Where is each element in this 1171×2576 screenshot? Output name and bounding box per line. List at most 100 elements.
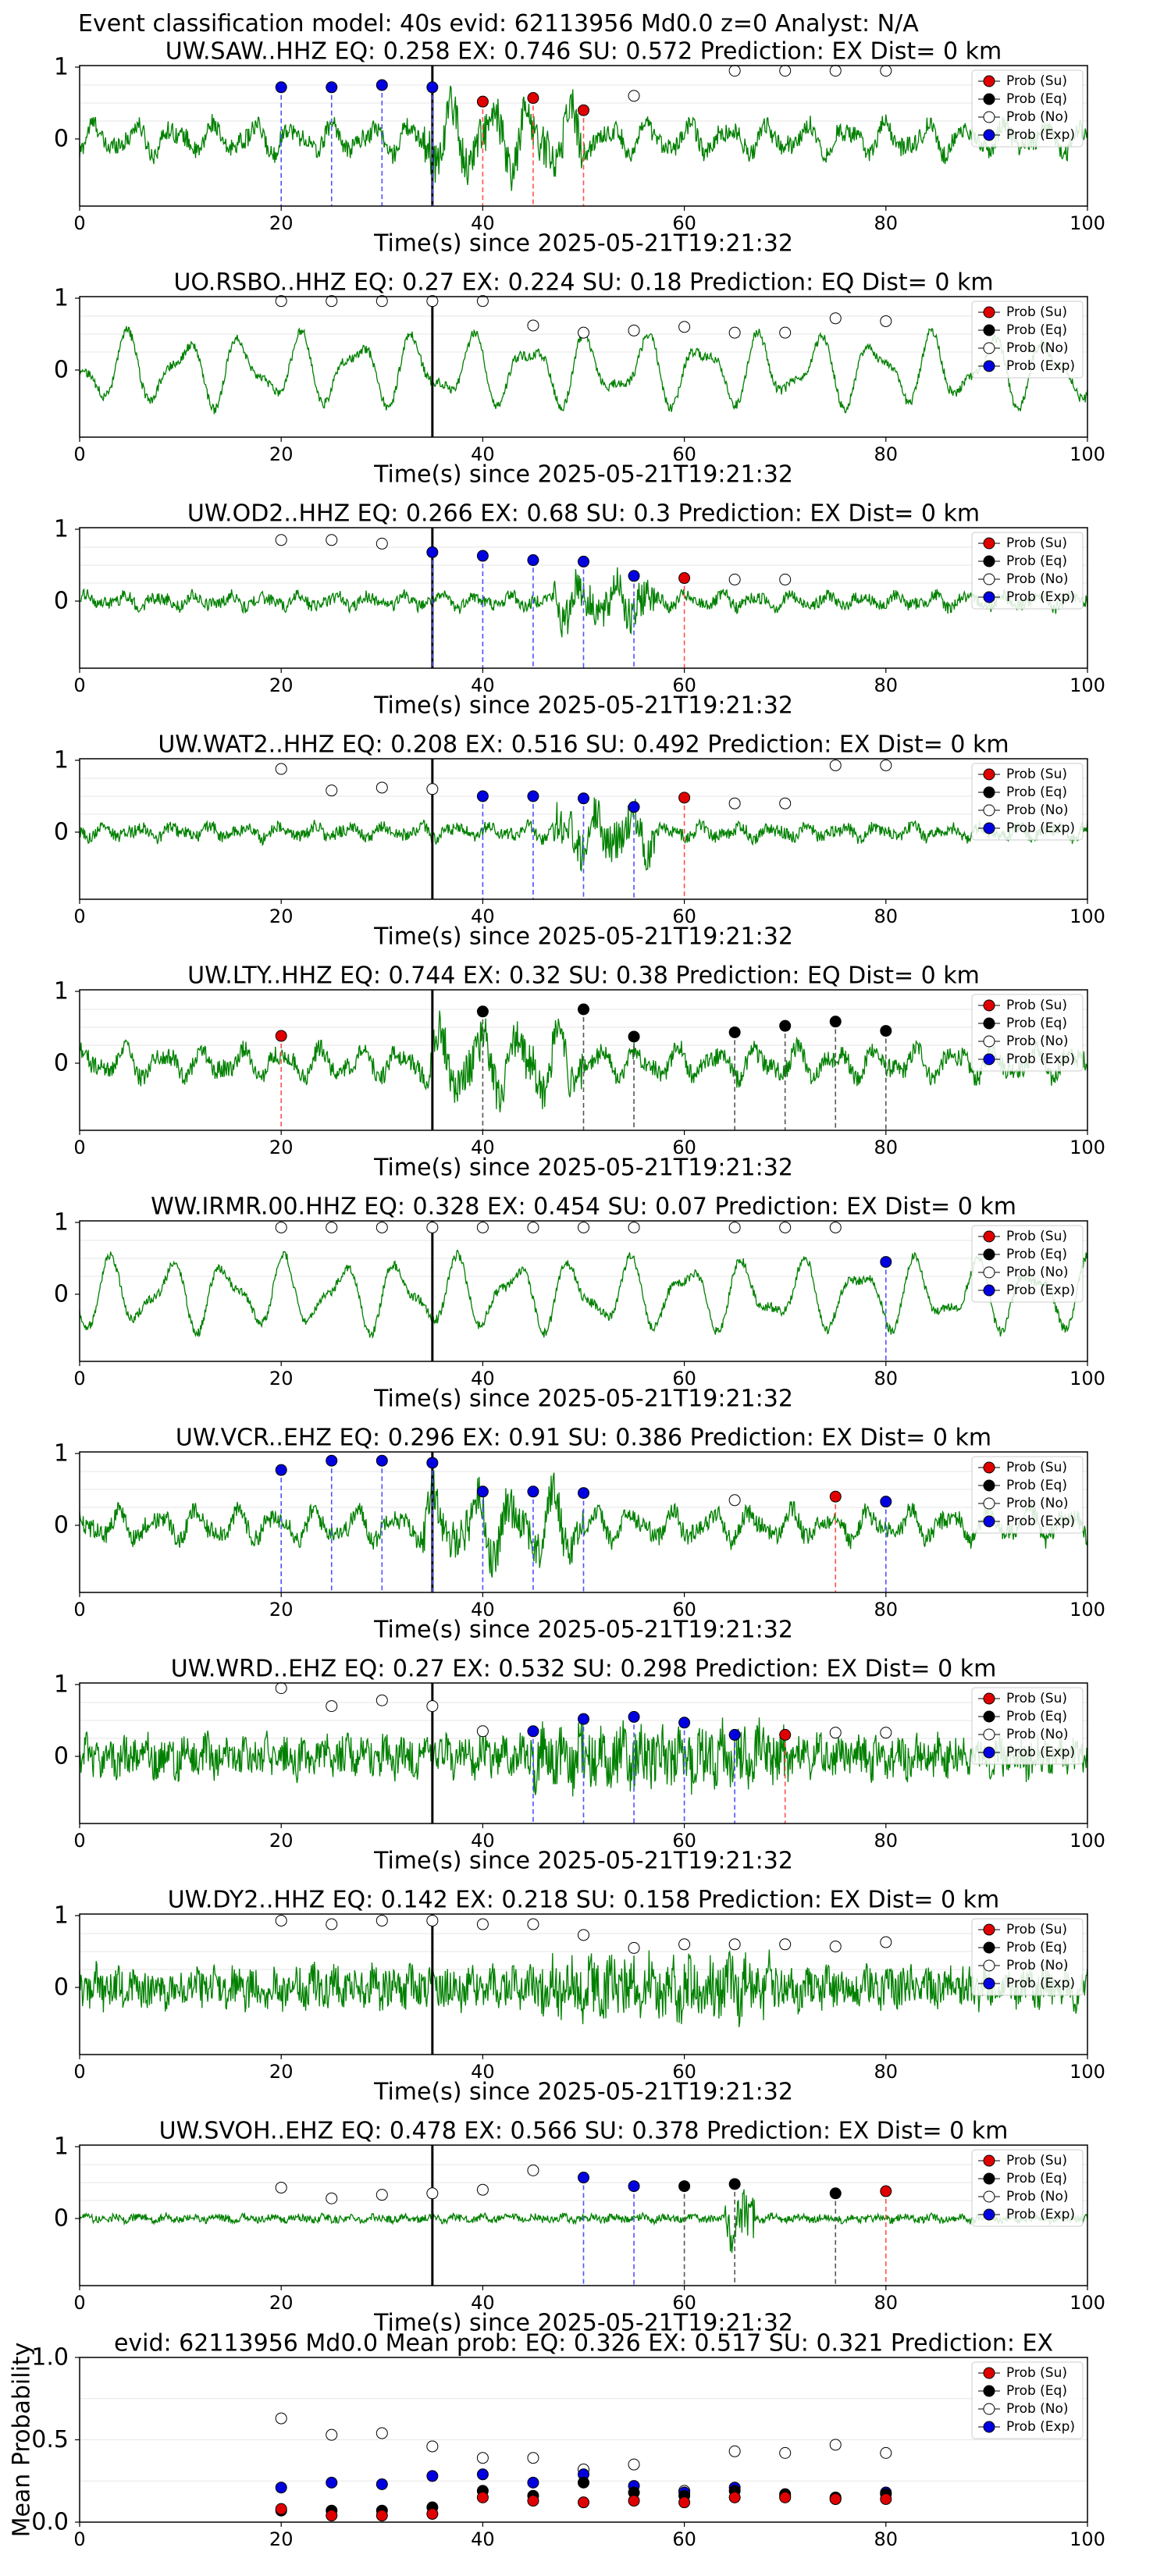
xtick-label: 20 <box>269 2061 294 2083</box>
waveform-trace <box>79 1249 1088 1340</box>
prob-point-no <box>829 312 842 325</box>
prob-point-no <box>880 1727 892 1739</box>
xtick-label: 100 <box>1070 1137 1105 1158</box>
legend-marker-no <box>983 342 995 354</box>
prob-point-no <box>275 1682 287 1695</box>
xtick-label: 80 <box>874 443 899 465</box>
panel-title: evid: 62113956 Md0.0 Mean prob: EQ: 0.32… <box>114 2330 1053 2357</box>
legend-box <box>971 1225 1084 1303</box>
legend-marker-eq <box>983 2385 995 2397</box>
xtick-label: 0 <box>73 2528 85 2550</box>
legend-marker-exp <box>983 2421 995 2433</box>
ytick-label: 0 <box>54 2205 69 2233</box>
prob-point-exp <box>678 1717 691 1729</box>
legend-marker-eq <box>983 324 995 336</box>
prob-point-su <box>527 92 539 105</box>
waveform-trace <box>79 567 1088 638</box>
prob-point-no <box>275 534 287 546</box>
ytick-label: 1 <box>54 1209 69 1236</box>
mean-point-su <box>880 2492 892 2505</box>
prob-point-no <box>275 2181 287 2194</box>
xtick-label: 80 <box>874 2528 899 2550</box>
ytick-label: 0 <box>54 1281 69 1308</box>
ytick-label: 0 <box>54 357 69 384</box>
prob-point-eq <box>728 2178 741 2190</box>
xtick-label: 60 <box>672 2292 696 2314</box>
station-panel-1: UW.SAW..HHZ EQ: 0.258 EX: 0.746 SU: 0.57… <box>54 38 1105 258</box>
prob-point-exp <box>578 1713 589 1725</box>
prob-point-no <box>628 1941 640 1954</box>
prob-point-exp <box>275 81 287 94</box>
prob-point-no <box>476 2183 489 2196</box>
axes-frame <box>79 527 1088 669</box>
prob-point-no <box>476 1918 489 1930</box>
legend-marker-su <box>983 999 995 1012</box>
legend-label: Prob (Su) <box>1006 767 1067 782</box>
mean-point-eq <box>578 2476 589 2489</box>
prob-point-eq <box>578 1003 589 1016</box>
xtick-label: 100 <box>1070 2061 1105 2083</box>
axes-frame <box>79 1913 1088 2055</box>
prob-point-no <box>376 781 388 794</box>
prob-point-exp <box>578 2172 589 2184</box>
x-axis-label: Time(s) since 2025-05-21T19:21:32 <box>373 2079 793 2106</box>
prob-point-no <box>376 537 388 550</box>
legend-label: Prob (Eq) <box>1006 553 1067 569</box>
legend-marker-su <box>983 2154 995 2167</box>
xtick-label: 60 <box>672 906 696 927</box>
station-panel-10: UW.SVOH..EHZ EQ: 0.478 EX: 0.566 SU: 0.3… <box>54 2118 1105 2337</box>
legend-marker-su <box>983 2367 995 2379</box>
prob-point-no <box>779 573 792 585</box>
legend-marker-eq <box>983 93 995 105</box>
prob-point-eq <box>628 1030 640 1043</box>
axes-frame <box>79 2357 1088 2523</box>
prob-point-no <box>326 1918 338 1930</box>
legend-marker-eq <box>983 786 995 799</box>
legend-label: Prob (No) <box>1006 571 1069 587</box>
panel-title: UW.WRD..EHZ EQ: 0.27 EX: 0.532 SU: 0.298… <box>171 1656 997 1683</box>
legend-marker-eq <box>983 1479 995 1492</box>
legend-label: Prob (Eq) <box>1006 322 1067 338</box>
prob-point-no <box>880 1936 892 1948</box>
mean-point-no <box>628 2458 640 2471</box>
xtick-label: 80 <box>874 1137 899 1158</box>
legend-marker-exp <box>983 1053 995 1066</box>
station-panel-5: UW.LTY..HHZ EQ: 0.744 EX: 0.32 SU: 0.38 … <box>54 962 1105 1182</box>
prob-point-no <box>728 1938 741 1951</box>
legend-label: Prob (No) <box>1006 340 1069 356</box>
xtick-label: 100 <box>1070 2292 1105 2314</box>
prob-point-no <box>275 295 287 308</box>
prob-point-no <box>829 1941 842 1953</box>
prob-point-su <box>678 792 691 804</box>
xtick-label: 0 <box>73 1830 85 1852</box>
prob-point-no <box>426 1221 439 1233</box>
legend-box <box>971 763 1084 841</box>
mean-point-exp <box>426 2470 439 2482</box>
legend-label: Prob (Eq) <box>1006 785 1067 800</box>
legend-box <box>971 1456 1084 1534</box>
legend-label: Prob (No) <box>1006 1958 1069 1973</box>
prob-point-no <box>376 1694 388 1706</box>
panel-title: UW.SAW..HHZ EQ: 0.258 EX: 0.746 SU: 0.57… <box>166 38 1002 66</box>
prob-point-exp <box>880 1496 892 1508</box>
mean-point-no <box>275 2412 287 2425</box>
legend-label: Prob (Exp) <box>1006 2207 1075 2222</box>
mean-point-no <box>829 2439 842 2451</box>
xtick-label: 100 <box>1070 1599 1105 1621</box>
ytick-label: 1 <box>54 54 69 81</box>
ytick-label: 1 <box>54 747 69 774</box>
xtick-label: 60 <box>672 1368 696 1389</box>
prob-point-exp <box>476 790 489 802</box>
prob-point-no <box>628 90 640 102</box>
prob-point-exp <box>426 81 439 94</box>
waveform-trace <box>79 326 1088 415</box>
x-axis-label: Time(s) since 2025-05-21T19:21:32 <box>373 1848 793 1875</box>
prob-point-su <box>678 572 691 585</box>
prob-point-no <box>326 2192 338 2204</box>
ytick-label: 1 <box>54 516 69 543</box>
legend-marker-no <box>983 804 995 817</box>
xtick-label: 0 <box>73 1137 85 1158</box>
xtick-label: 40 <box>471 674 495 696</box>
xtick-label: 80 <box>874 906 899 927</box>
xtick-label: 20 <box>269 906 294 927</box>
